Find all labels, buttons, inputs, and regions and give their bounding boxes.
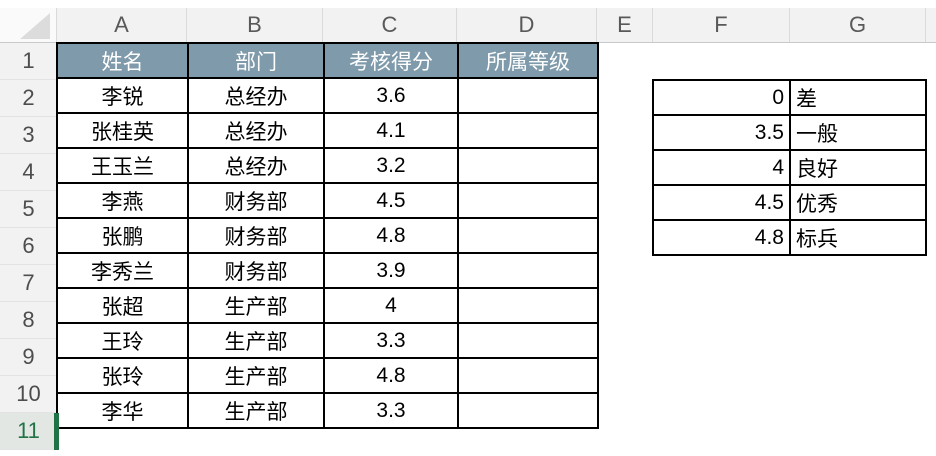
row-header-9[interactable]: 9 [0, 339, 57, 376]
cell-a9[interactable]: 王玲 [56, 322, 189, 359]
header-cell-grade[interactable]: 所属等级 [457, 42, 599, 79]
table-row: 王玉兰 总经办 3.2 [56, 147, 599, 184]
table-row: 李秀兰 财务部 3.9 [56, 252, 599, 289]
table-row: 3.5 一般 [652, 114, 927, 151]
cell-d5[interactable] [457, 182, 599, 219]
row-header-strip: 1 2 3 4 5 6 7 8 9 10 11 [0, 43, 57, 450]
cell-d4[interactable] [457, 147, 599, 184]
cell-c5[interactable]: 4.5 [323, 182, 459, 219]
cell-c11[interactable]: 3.3 [323, 392, 459, 429]
column-header-d[interactable]: D [457, 8, 597, 42]
cell-d7[interactable] [457, 252, 599, 289]
cell-g3[interactable]: 一般 [789, 114, 927, 151]
cell-d2[interactable] [457, 77, 599, 114]
row-header-10[interactable]: 10 [0, 376, 57, 413]
cell-c7[interactable]: 3.9 [323, 252, 459, 289]
table-row: 李燕 财务部 4.5 [56, 182, 599, 219]
cell-a10[interactable]: 张玲 [56, 357, 189, 394]
cell-b3[interactable]: 总经办 [187, 112, 325, 149]
cell-b4[interactable]: 总经办 [187, 147, 325, 184]
row-header-4[interactable]: 4 [0, 154, 57, 191]
column-header-b[interactable]: B [187, 8, 323, 42]
cell-d10[interactable] [457, 357, 599, 394]
cell-g4[interactable]: 良好 [789, 149, 927, 186]
header-cell-dept[interactable]: 部门 [187, 42, 325, 79]
cell-a8[interactable]: 张超 [56, 287, 189, 324]
header-cell-score[interactable]: 考核得分 [323, 42, 459, 79]
cell-c6[interactable]: 4.8 [323, 217, 459, 254]
cell-c8[interactable]: 4 [323, 287, 459, 324]
cell-c9[interactable]: 3.3 [323, 322, 459, 359]
column-header-e[interactable]: E [597, 8, 653, 42]
header-cell-name[interactable]: 姓名 [56, 42, 189, 79]
cell-d8[interactable] [457, 287, 599, 324]
table-row: 张玲 生产部 4.8 [56, 357, 599, 394]
table-row: 张桂英 总经办 4.1 [56, 112, 599, 149]
cell-b11[interactable]: 生产部 [187, 392, 325, 429]
cell-f3[interactable]: 3.5 [652, 114, 791, 151]
select-all-corner[interactable] [0, 8, 57, 42]
column-header-a[interactable]: A [57, 8, 187, 42]
cell-d6[interactable] [457, 217, 599, 254]
row-header-3[interactable]: 3 [0, 117, 57, 154]
cell-f2[interactable]: 0 [652, 79, 791, 116]
cell-b6[interactable]: 财务部 [187, 217, 325, 254]
cell-g5[interactable]: 优秀 [789, 184, 927, 221]
cell-b8[interactable]: 生产部 [187, 287, 325, 324]
cell-a5[interactable]: 李燕 [56, 182, 189, 219]
table-row: 李华 生产部 3.3 [56, 392, 599, 429]
cell-a6[interactable]: 张鹏 [56, 217, 189, 254]
column-header-g[interactable]: G [790, 8, 926, 42]
column-header-c[interactable]: C [323, 8, 457, 42]
cell-c10[interactable]: 4.8 [323, 357, 459, 394]
cell-c2[interactable]: 3.6 [323, 77, 459, 114]
cell-f4[interactable]: 4 [652, 149, 791, 186]
cell-d11[interactable] [457, 392, 599, 429]
row-header-11-active[interactable]: 11 [0, 413, 57, 450]
cell-d9[interactable] [457, 322, 599, 359]
column-header-strip: A B C D E F G [0, 8, 936, 43]
table-row: 李锐 总经办 3.6 [56, 77, 599, 114]
grade-lookup-table: 0 差 3.5 一般 4 良好 4.5 优秀 4.8 标兵 [652, 79, 927, 256]
cell-c4[interactable]: 3.2 [323, 147, 459, 184]
column-header-overflow [926, 8, 936, 42]
row-header-8[interactable]: 8 [0, 302, 57, 339]
select-all-triangle-icon [20, 13, 50, 39]
cell-a7[interactable]: 李秀兰 [56, 252, 189, 289]
table-header-row: 姓名 部门 考核得分 所属等级 [56, 42, 599, 79]
cell-a11[interactable]: 李华 [56, 392, 189, 429]
row-header-1[interactable]: 1 [0, 43, 57, 80]
cell-d3[interactable] [457, 112, 599, 149]
cell-a2[interactable]: 李锐 [56, 77, 189, 114]
cell-c3[interactable]: 4.1 [323, 112, 459, 149]
table-row: 4 良好 [652, 149, 927, 186]
row-header-6[interactable]: 6 [0, 228, 57, 265]
table-row: 张鹏 财务部 4.8 [56, 217, 599, 254]
table-row: 0 差 [652, 79, 927, 116]
row-header-7[interactable]: 7 [0, 265, 57, 302]
cell-g2[interactable]: 差 [789, 79, 927, 116]
cell-b7[interactable]: 财务部 [187, 252, 325, 289]
cell-a4[interactable]: 王玉兰 [56, 147, 189, 184]
table-row: 4.5 优秀 [652, 184, 927, 221]
cell-b2[interactable]: 总经办 [187, 77, 325, 114]
row-header-5[interactable]: 5 [0, 191, 57, 228]
table-row: 4.8 标兵 [652, 219, 927, 256]
cell-f6[interactable]: 4.8 [652, 219, 791, 256]
cell-a3[interactable]: 张桂英 [56, 112, 189, 149]
row-header-2[interactable]: 2 [0, 80, 57, 117]
cell-b10[interactable]: 生产部 [187, 357, 325, 394]
cell-b9[interactable]: 生产部 [187, 322, 325, 359]
cell-f5[interactable]: 4.5 [652, 184, 791, 221]
column-header-f[interactable]: F [653, 8, 790, 42]
table-row: 王玲 生产部 3.3 [56, 322, 599, 359]
table-row: 张超 生产部 4 [56, 287, 599, 324]
cell-g6[interactable]: 标兵 [789, 219, 927, 256]
active-cell-indicator [54, 413, 59, 450]
cell-b5[interactable]: 财务部 [187, 182, 325, 219]
assessment-table: 姓名 部门 考核得分 所属等级 李锐 总经办 3.6 张桂英 总经办 4.1 王… [56, 42, 599, 429]
